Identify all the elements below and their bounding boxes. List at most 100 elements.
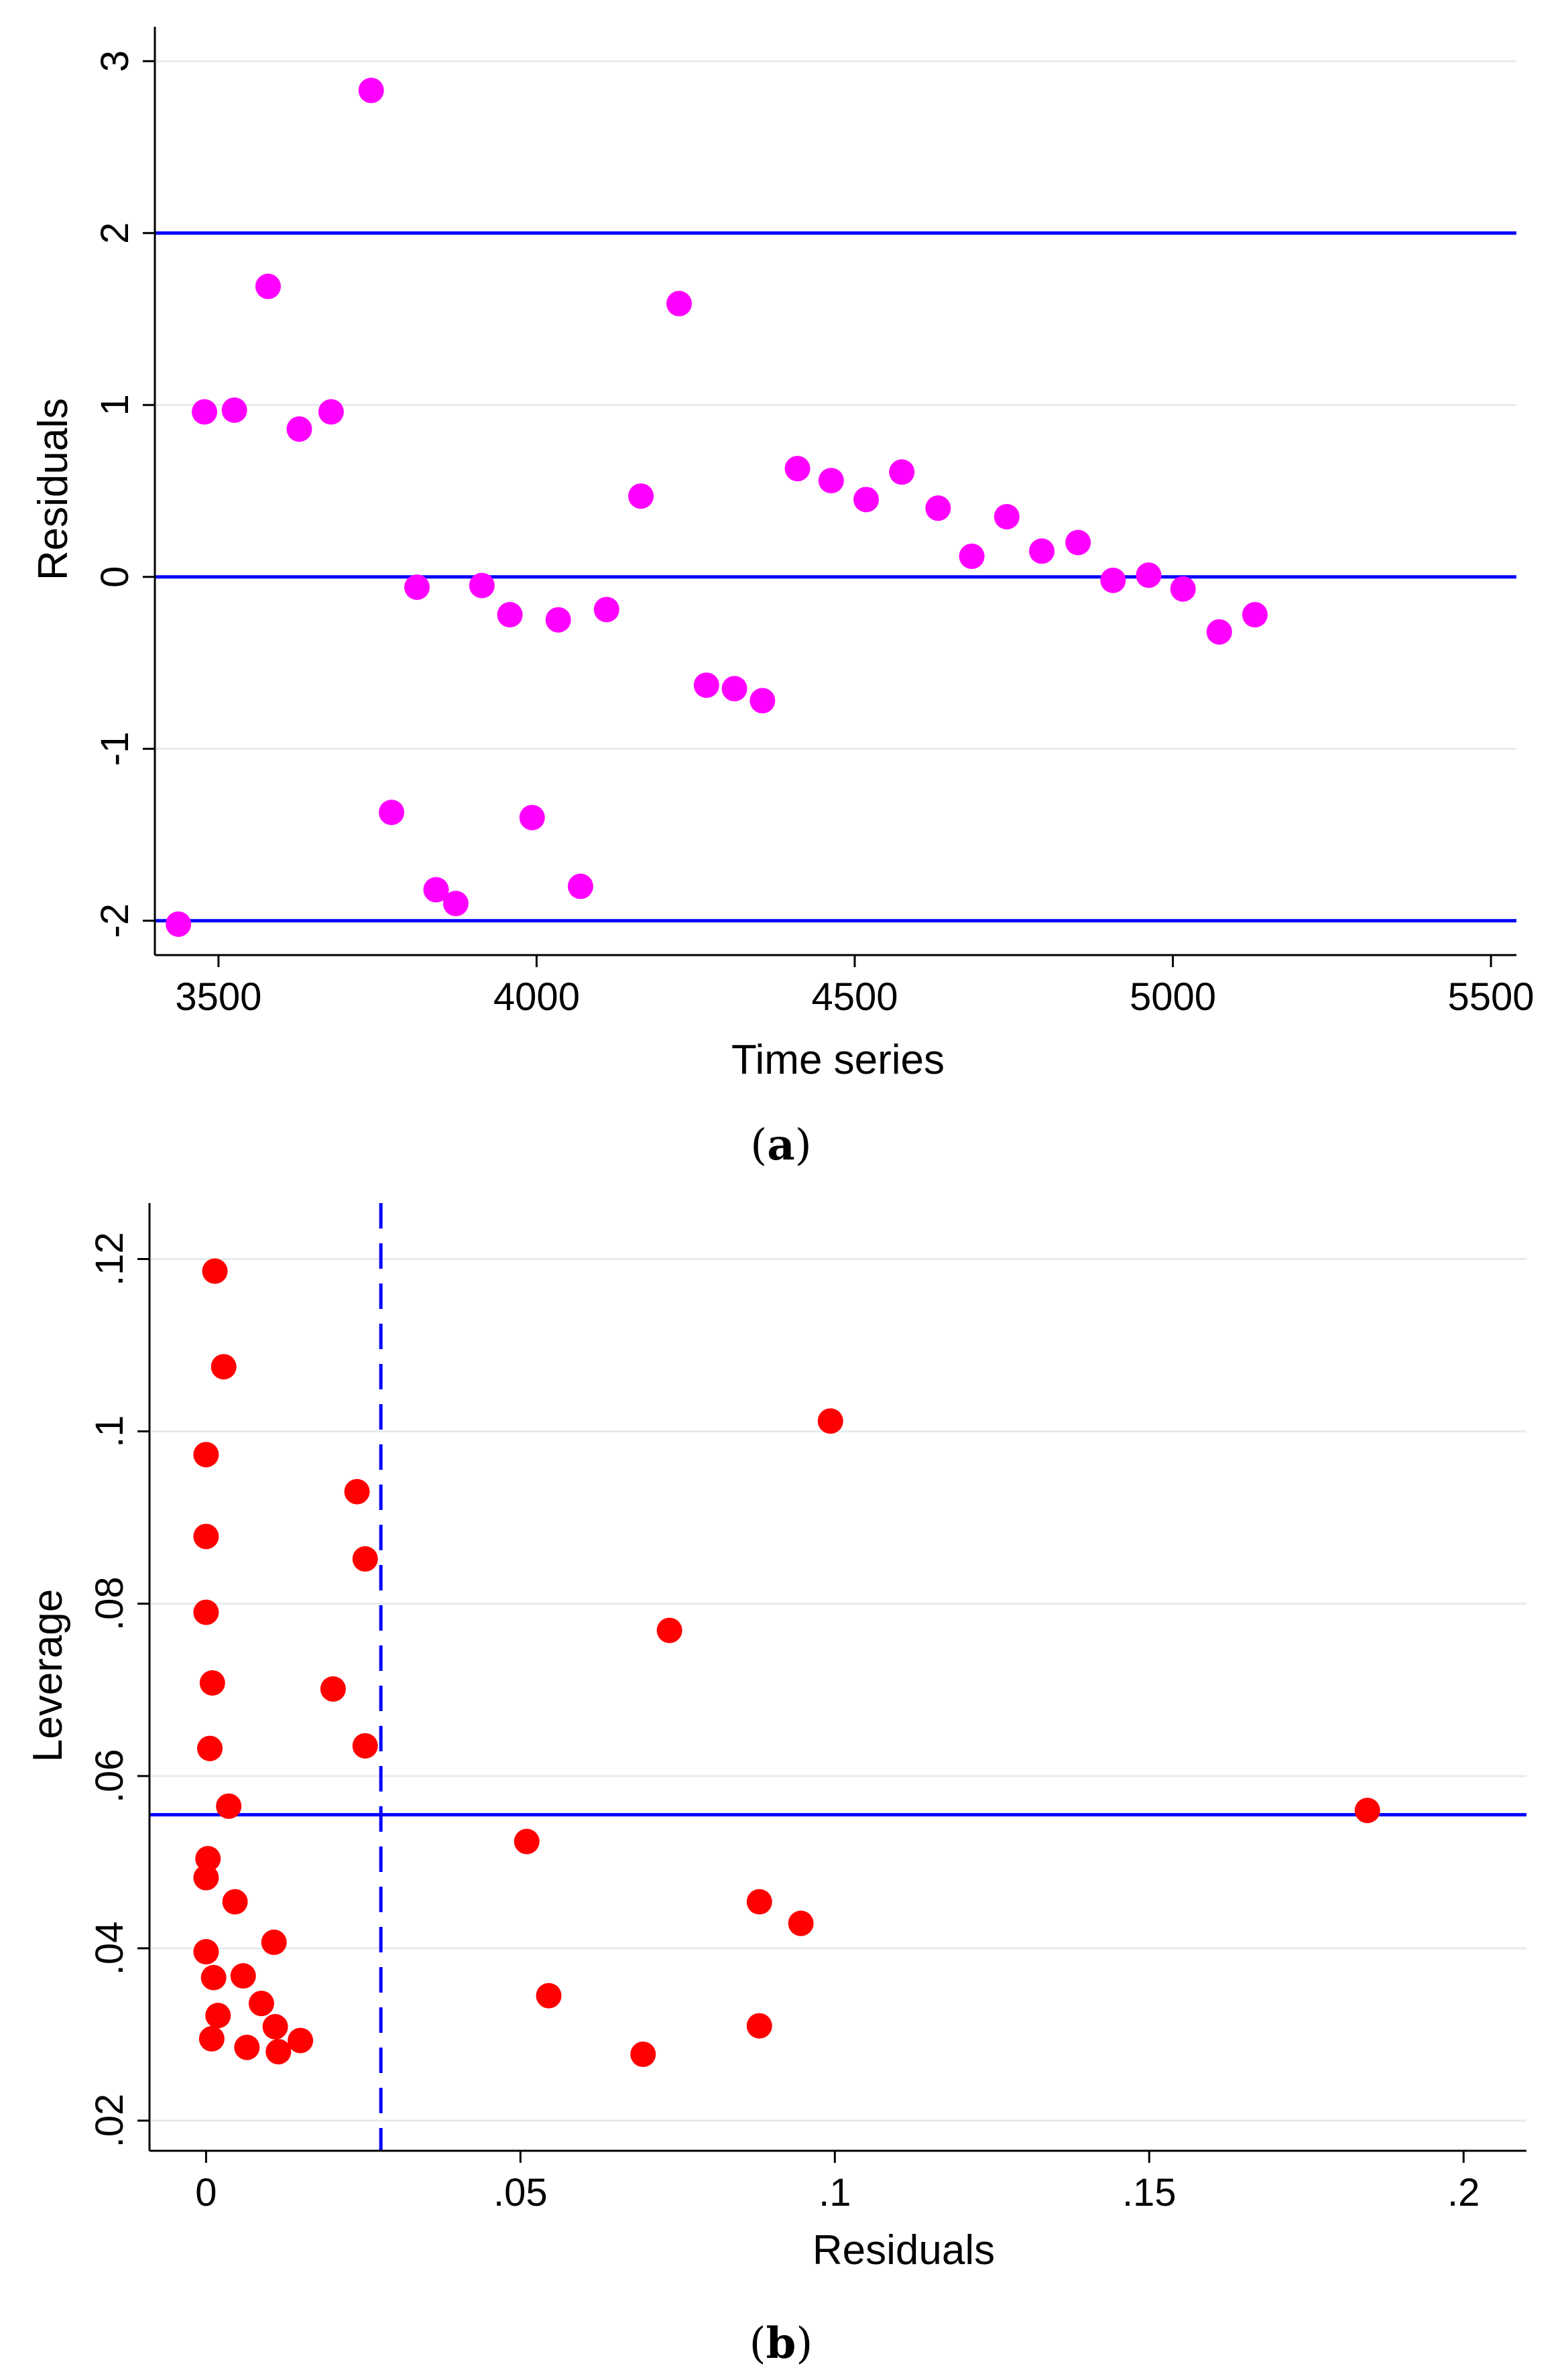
panel-b-x-ticks: 0 .05 .1 .15 .2 [195,2151,1480,2214]
panel-a-data-point-17 [628,483,654,509]
panel-a-data-point-26 [925,495,951,521]
panel-a-data-point-22 [784,456,810,482]
panel-b-x-tick-label-3: .15 [1122,2171,1177,2214]
panel-b-data-point-8 [195,1846,221,1872]
panel-b-y-tick-label-2: .06 [88,1749,131,1804]
panel-b-data-point-34 [1354,1798,1380,1824]
panel-b-leverage-residual-plot: .02 .04 .06 .08 .1 .12 0 .05 .1 .15 .2 Leverage R… [25,1203,1526,2369]
panel-a-data-point-19 [693,672,719,698]
panel-b-y-tick-label-0: .02 [88,2094,131,2148]
panel-a-data-point-8 [404,574,430,601]
panel-a-data-point-33 [1170,576,1196,602]
panel-b-reference-lines [149,1203,1526,2151]
panel-b-data-point-24 [320,1676,346,1702]
panel-b-x-tick-label-4: .2 [1447,2171,1480,2214]
panel-a-data-point-34 [1206,619,1232,645]
panel-b-data-point-23 [352,1546,378,1572]
panel-a-data-point-2 [221,397,247,423]
panel-a-x-ticks: 3500 4000 4500 5000 5500 [175,955,1535,1019]
panel-b-y-tick-label-3: .08 [88,1576,131,1631]
panel-b-data-point-17 [262,2013,288,2040]
panel-a-data-point-4 [286,416,312,442]
panel-b-data-point-22 [344,1479,370,1505]
panel-b-data-point-28 [630,2042,656,2068]
panel-b-data-point-9 [193,1865,219,1891]
panel-b-y-tick-label-1: .04 [88,1922,131,1976]
panel-b-caption-letter: b [766,2318,796,2369]
panel-a-reference-lines [155,231,1516,923]
panel-a-x-tick-label-0: 3500 [175,975,261,1019]
panel-b-data-point-13 [200,1964,227,1991]
panel-b-data-point-10 [222,1889,248,1915]
panel-b-data-point-15 [248,1991,274,2017]
panel-a-data-point-25 [889,459,915,485]
panel-a-data-point-13 [519,804,545,830]
panel-b-data-point-2 [193,1442,219,1468]
panel-b-data-point-25 [352,1733,378,1759]
panel-b-data-point-18 [288,2027,314,2054]
panel-a-x-tick-label-4: 5500 [1448,975,1535,1019]
panel-a-data-point-31 [1100,567,1126,593]
panel-b-data-point-20 [234,2034,260,2060]
panel-b-x-axis-title: Residuals [813,2227,995,2273]
panel-a-data-point-14 [545,607,571,633]
panel-b-x-tick-label-0: 0 [195,2171,217,2214]
panel-a-data-point-24 [853,487,880,513]
panel-b-data-point-14 [230,1963,256,1989]
panel-a-data-point-35 [1242,602,1268,628]
panel-a-caption-letter: a [767,1120,794,1170]
panel-a-data-point-3 [255,273,281,300]
panel-b-data-point-11 [261,1929,287,1955]
panel-a-data-point-7 [379,800,405,826]
panel-b-x-tick-label-1: .05 [493,2171,548,2214]
panel-a-data-point-32 [1136,562,1162,588]
panel-a-x-tick-label-2: 4500 [811,975,898,1019]
panel-b-data-point-5 [199,1670,225,1696]
panel-a-x-tick-label-3: 5000 [1130,975,1216,1019]
panel-a-data-point-12 [497,602,523,628]
panel-a-data-points [166,77,1268,937]
panel-b-data-point-31 [746,2013,772,2039]
panel-a-y-axis-title: Residuals [30,398,76,580]
panel-a-x-tick-label-1: 4000 [493,975,580,1019]
panel-b-data-points [193,1258,1380,2068]
panel-b-data-point-27 [536,1983,562,2009]
panel-b-data-point-12 [193,1939,219,1965]
panel-a-y-tick-label-4: 2 [93,223,137,244]
panel-a-data-point-11 [469,572,495,599]
panel-a-y-tick-label-0: -2 [93,903,137,938]
panel-b-data-point-21 [265,2039,292,2065]
panel-a-data-point-16 [593,597,619,623]
panel-a-data-point-10 [442,891,469,917]
panel-a-data-point-29 [1028,538,1055,564]
panel-a-y-ticks: -2 -1 0 1 2 3 [93,50,155,938]
panel-b-y-ticks: .02 .04 .06 .08 .1 .12 [88,1232,149,2147]
panel-a-data-point-0 [166,911,192,937]
panel-a-data-point-21 [749,688,776,714]
panel-b-data-point-6 [197,1735,223,1761]
panel-a-data-point-1 [192,399,218,425]
panel-a-x-axis-title: Time series [731,1037,945,1083]
panel-b-data-point-19 [198,2025,225,2052]
panel-a-caption: (a) [750,1120,811,1170]
panel-b-data-point-33 [817,1408,843,1434]
panel-b-x-tick-label-2: .1 [819,2171,851,2214]
panel-a-y-tick-label-3: 1 [93,394,137,416]
panel-a-data-point-9 [423,877,449,903]
panel-a-data-point-28 [994,503,1020,529]
panel-b-data-point-29 [656,1617,682,1643]
panel-a-data-point-20 [721,676,747,702]
panel-a-data-point-15 [567,873,593,899]
panel-a-y-tick-label-5: 3 [93,50,137,72]
panel-a-data-point-30 [1065,529,1091,556]
panel-b-y-axis-title: Leverage [25,1589,71,1763]
panel-a-data-point-27 [959,543,985,569]
panel-b-data-point-26 [514,1828,540,1855]
panel-b-y-tick-label-4: .1 [88,1415,131,1447]
panel-b-data-point-0 [202,1258,228,1284]
panel-a-y-tick-label-2: 0 [93,566,137,588]
panel-b-y-tick-label-5: .12 [88,1232,131,1286]
panel-b-caption: (b) [749,2318,813,2369]
